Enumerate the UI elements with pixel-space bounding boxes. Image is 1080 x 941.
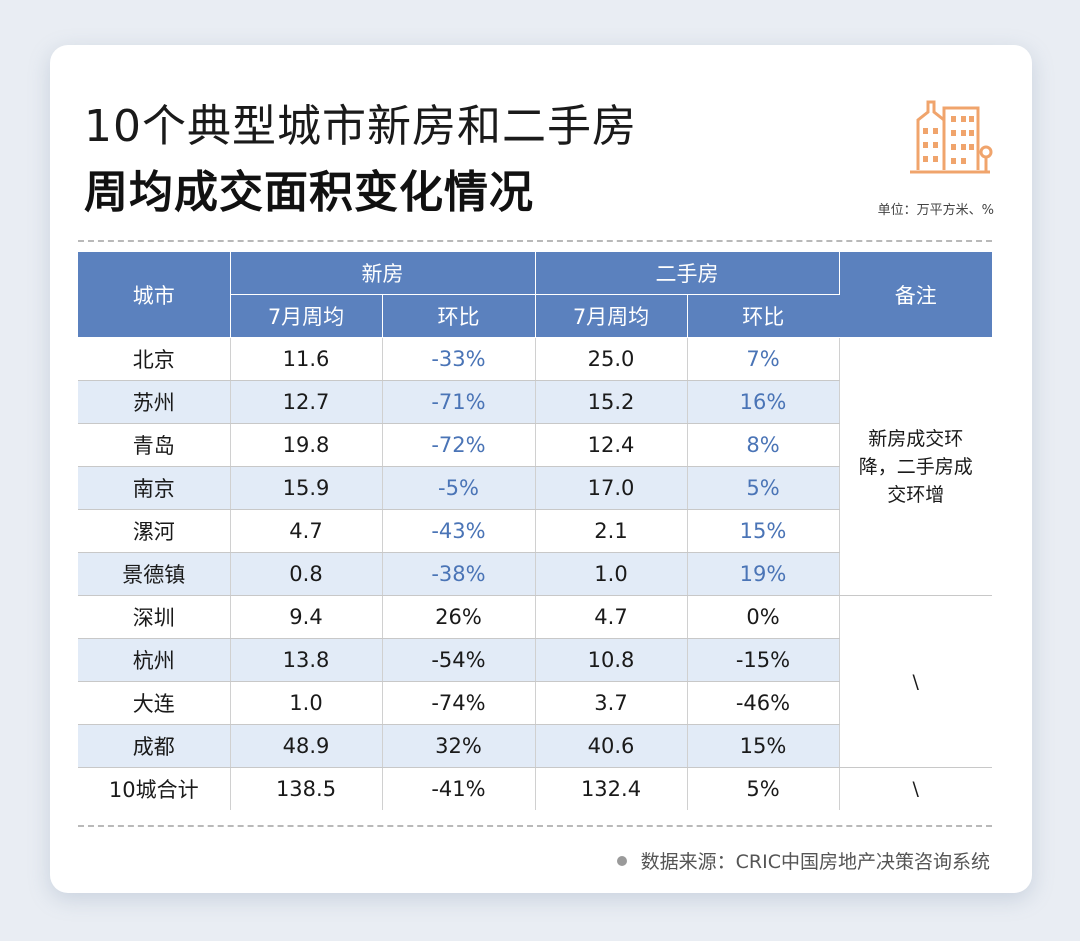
cell-new-mom: -71%	[382, 380, 536, 424]
header-new-house: 新房	[230, 252, 536, 295]
cell-sec-mom: 7%	[687, 337, 840, 381]
cell-city: 10城合计	[78, 767, 231, 810]
cell-new-mom: 32%	[382, 724, 536, 768]
cell-note-group1: 新房成交环降，二手房成交环增	[839, 337, 992, 596]
cell-new-avg: 19.8	[230, 423, 383, 467]
cell-sec-avg: 3.7	[535, 681, 688, 725]
cell-city: 漯河	[78, 509, 231, 553]
table-row: 漯河 4.7 -43% 2.1 15%	[78, 509, 992, 553]
top-divider	[78, 240, 992, 242]
table-row: 大连 1.0 -74% 3.7 -46%	[78, 681, 992, 725]
header-city: 城市	[78, 252, 231, 338]
building-icon	[910, 100, 993, 174]
cell-new-avg: 138.5	[230, 767, 383, 810]
cell-sec-mom: -15%	[687, 638, 840, 682]
cell-new-mom: -72%	[382, 423, 536, 467]
cell-city: 青岛	[78, 423, 231, 467]
cell-sec-mom: -46%	[687, 681, 840, 725]
bullet-dot-icon	[616, 855, 627, 866]
header-new-weekly-avg: 7月周均	[230, 294, 383, 338]
cell-sec-avg: 12.4	[535, 423, 688, 467]
page-subtitle: 周均成交面积变化情况	[84, 167, 534, 218]
cell-new-mom: -54%	[382, 638, 536, 682]
cell-sec-mom: 15%	[687, 509, 840, 553]
cell-sec-avg: 2.1	[535, 509, 688, 553]
cell-new-mom: -5%	[382, 466, 536, 510]
cell-sec-mom: 5%	[687, 466, 840, 510]
data-table: 城市 新房 二手房 备注 7月周均 环比 7月周均 环比 北京 11.6 -33…	[78, 252, 992, 810]
cell-note-total: \	[839, 767, 992, 810]
cell-city: 北京	[78, 337, 231, 381]
cell-new-avg: 15.9	[230, 466, 383, 510]
cell-new-avg: 11.6	[230, 337, 383, 381]
cell-sec-avg: 25.0	[535, 337, 688, 381]
cell-new-avg: 48.9	[230, 724, 383, 768]
cell-sec-avg: 132.4	[535, 767, 688, 810]
cell-city: 景德镇	[78, 552, 231, 596]
cell-sec-mom: 19%	[687, 552, 840, 596]
cell-sec-avg: 10.8	[535, 638, 688, 682]
header-second-house: 二手房	[535, 252, 840, 295]
source-text: 数据来源：CRIC中国房地产决策咨询系统	[640, 851, 990, 873]
cell-new-mom: -41%	[382, 767, 536, 810]
table-row: 北京 11.6 -33% 25.0 7% 新房成交环降，二手房成交环增	[78, 337, 992, 596]
source-footer: 数据来源：CRIC中国房地产决策咨询系统	[616, 847, 990, 874]
cell-sec-avg: 1.0	[535, 552, 688, 596]
cell-sec-avg: 4.7	[535, 595, 688, 639]
cell-city: 杭州	[78, 638, 231, 682]
cell-sec-mom: 5%	[687, 767, 840, 810]
page-title: 10个典型城市新房和二手房	[84, 101, 637, 152]
header-second-mom: 环比	[687, 294, 839, 338]
cell-city: 南京	[78, 466, 231, 510]
cell-city: 成都	[78, 724, 231, 768]
header-new-mom: 环比	[382, 294, 536, 338]
cell-new-mom: -38%	[382, 552, 536, 596]
cell-new-avg: 1.0	[230, 681, 383, 725]
unit-label: 单位：万平方米、%	[877, 203, 994, 218]
cell-new-avg: 9.4	[230, 595, 383, 639]
cell-new-mom: -43%	[382, 509, 536, 553]
cell-new-mom: 26%	[382, 595, 536, 639]
cell-sec-mom: 8%	[687, 423, 840, 467]
cell-new-avg: 4.7	[230, 509, 383, 553]
table-row: 南京 15.9 -5% 17.0 5%	[78, 466, 992, 510]
table-row: 深圳 9.4 26% 4.7 0% \	[78, 595, 992, 768]
cell-sec-avg: 40.6	[535, 724, 688, 768]
cell-new-mom: -33%	[382, 337, 536, 381]
cell-sec-avg: 15.2	[535, 380, 688, 424]
header-note: 备注	[839, 252, 992, 338]
table-row: 景德镇 0.8 -38% 1.0 19%	[78, 552, 992, 596]
cell-sec-mom: 15%	[687, 724, 840, 768]
table-row: 杭州 13.8 -54% 10.8 -15%	[78, 638, 992, 682]
cell-new-mom: -74%	[382, 681, 536, 725]
cell-new-avg: 13.8	[230, 638, 383, 682]
cell-sec-mom: 16%	[687, 380, 840, 424]
table-row: 苏州 12.7 -71% 15.2 16%	[78, 380, 992, 424]
table-row: 成都 48.9 32% 40.6 15%	[78, 724, 992, 768]
table-row: 青岛 19.8 -72% 12.4 8%	[78, 423, 992, 467]
header-second-weekly-avg: 7月周均	[535, 294, 688, 338]
cell-city: 苏州	[78, 380, 231, 424]
cell-sec-avg: 17.0	[535, 466, 688, 510]
cell-note-group2: \	[839, 595, 992, 768]
cell-new-avg: 12.7	[230, 380, 383, 424]
cell-city: 深圳	[78, 595, 231, 639]
cell-city: 大连	[78, 681, 231, 725]
bottom-divider	[78, 825, 992, 827]
cell-sec-mom: 0%	[687, 595, 840, 639]
cell-new-avg: 0.8	[230, 552, 383, 596]
table-row-total: 10城合计 138.5 -41% 132.4 5% \	[78, 767, 992, 810]
